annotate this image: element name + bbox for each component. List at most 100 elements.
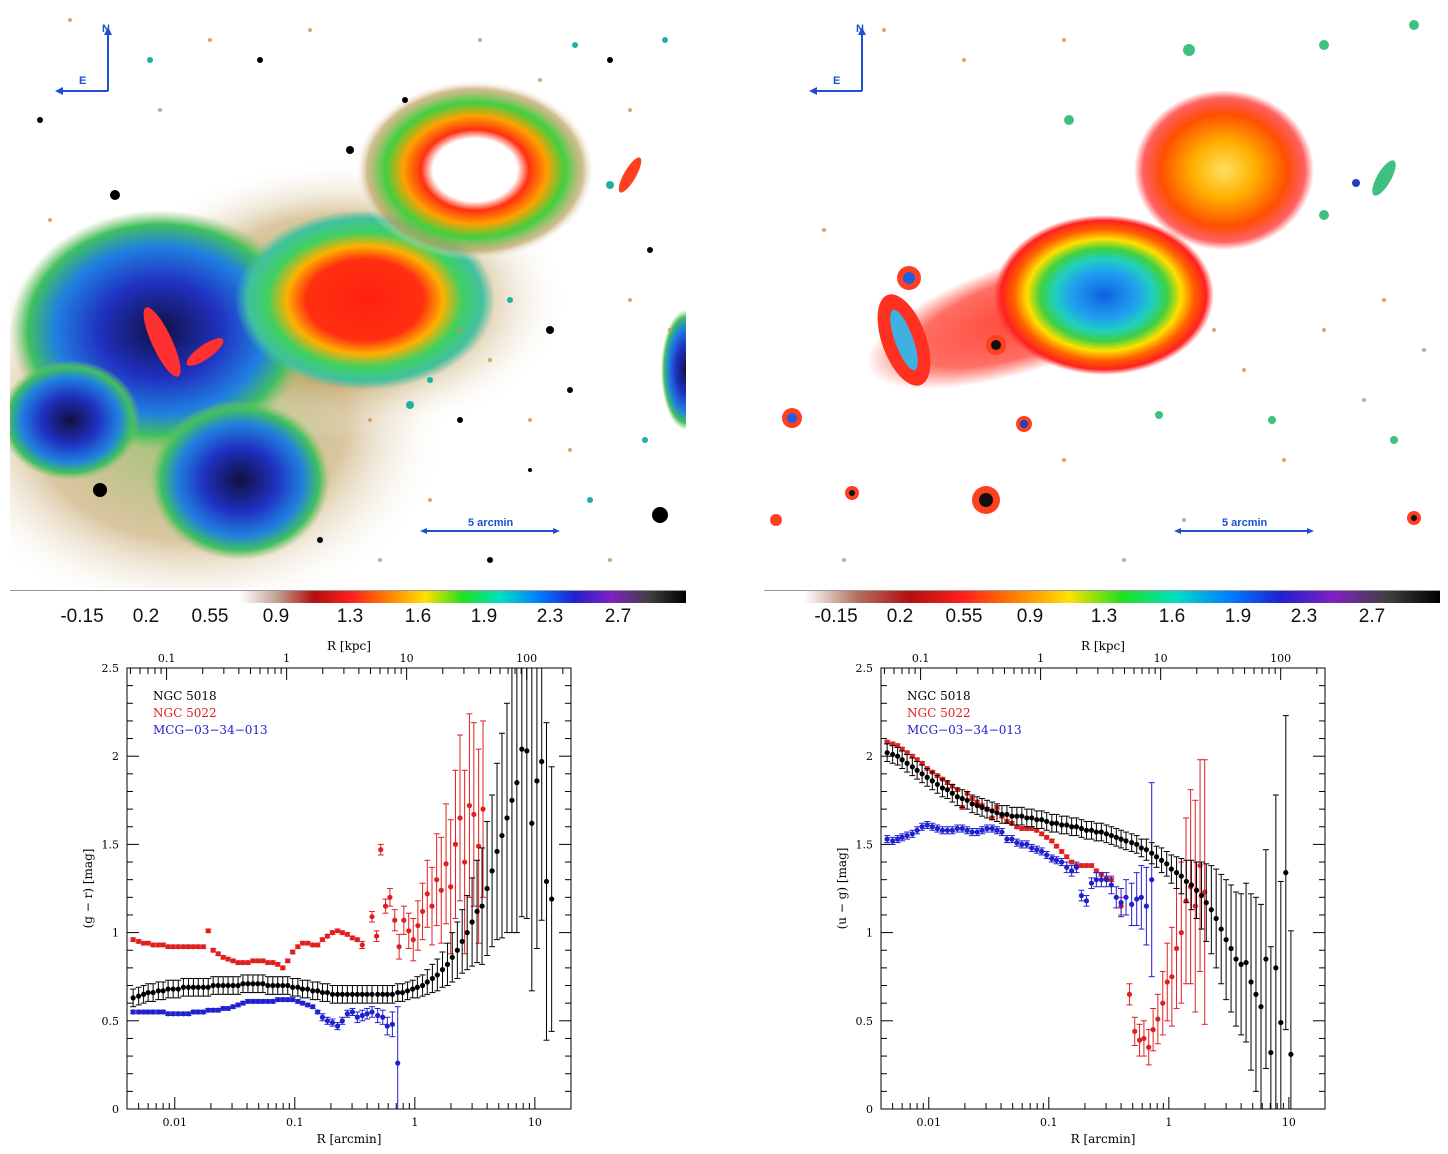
data-point: [1149, 877, 1155, 883]
y-tick-label: 2.5: [102, 662, 120, 675]
legend-entry: MCG−03−34−013: [153, 723, 268, 737]
data-point: [150, 942, 156, 948]
data-point: [180, 944, 186, 950]
data-point: [250, 981, 256, 987]
data-point: [1004, 836, 1010, 842]
data-point: [1088, 827, 1095, 833]
data-point: [130, 937, 136, 943]
data-point: [315, 942, 321, 948]
data-point: [1039, 848, 1045, 855]
data-point: [999, 811, 1005, 818]
data-point: [534, 778, 540, 784]
data-point: [265, 959, 271, 966]
data-point: [1134, 841, 1140, 847]
plot-frame: [880, 667, 1326, 1110]
data-point: [895, 836, 901, 842]
data-point: [1192, 903, 1198, 909]
data-point: [1283, 870, 1289, 876]
x-tick-label: 1: [411, 1116, 418, 1129]
data-point: [1160, 1000, 1166, 1006]
data-point: [1024, 815, 1030, 821]
y-tick-label: 1: [866, 927, 873, 940]
y-tick-label: 0.5: [856, 1015, 874, 1028]
data-point: [145, 940, 151, 946]
data-point: [275, 961, 281, 967]
data-point: [160, 988, 166, 994]
colorbar-tick-label: 0.55: [945, 606, 983, 627]
data-point: [220, 982, 226, 989]
data-point: [489, 868, 495, 874]
compass-north-label: N: [856, 23, 864, 35]
data-point: [165, 944, 171, 950]
data-point: [1083, 898, 1090, 904]
data-point: [457, 815, 463, 821]
top-x-tick-label: 100: [1270, 652, 1291, 665]
data-point: [344, 991, 350, 997]
data-point: [464, 930, 470, 936]
data-point: [1014, 813, 1020, 819]
data-point: [919, 824, 925, 830]
data-point: [1149, 850, 1155, 856]
data-point: [1208, 907, 1214, 913]
data-point: [175, 1011, 181, 1017]
data-point: [904, 832, 910, 839]
data-point: [1108, 882, 1114, 888]
data-point: [378, 847, 384, 853]
x-tick-label: 1: [1165, 1116, 1172, 1129]
data-point: [964, 827, 970, 833]
data-point: [1044, 818, 1050, 825]
data-point: [1049, 855, 1055, 862]
data-point: [1263, 956, 1269, 962]
data-point: [295, 944, 301, 950]
y-tick-label: 2: [112, 750, 119, 763]
data-point: [396, 944, 402, 950]
x-tick-label: 10: [528, 1116, 542, 1129]
data-point: [1044, 834, 1050, 840]
data-point: [235, 959, 241, 966]
data-point: [250, 958, 256, 964]
data-point: [165, 986, 171, 992]
data-point: [529, 820, 535, 826]
data-point: [324, 933, 331, 939]
data-point: [344, 1011, 350, 1017]
data-point: [454, 947, 460, 953]
data-point: [419, 982, 426, 989]
data-point: [240, 981, 246, 987]
colorbar-ticks-left: -0.15 0.2 0.55 0.9 1.3 1.6 1.9 2.3 2.7: [10, 606, 686, 630]
data-point: [1059, 859, 1065, 865]
data-point: [364, 1011, 370, 1017]
data-point: [1213, 915, 1219, 922]
data-point: [959, 795, 965, 802]
data-point: [295, 984, 301, 990]
data-point: [410, 937, 416, 943]
data-point: [380, 1014, 386, 1020]
data-point: [240, 959, 246, 966]
data-point: [944, 787, 951, 793]
data-point: [1019, 813, 1025, 819]
data-point: [205, 928, 211, 934]
data-point: [180, 984, 186, 990]
data-point: [944, 827, 951, 833]
data-point: [339, 1018, 345, 1024]
data-point: [1093, 829, 1099, 835]
data-point: [389, 1021, 395, 1027]
data-point: [1064, 854, 1070, 860]
data-point: [319, 989, 326, 996]
top-x-tick-label: 1: [283, 652, 290, 665]
data-point: [884, 750, 890, 756]
data-point: [890, 838, 896, 844]
color-map-image-left: N E 5 arcmin: [10, 0, 686, 588]
data-point: [1073, 824, 1080, 830]
data-point: [969, 801, 975, 807]
data-point: [280, 997, 286, 1003]
data-point: [499, 832, 505, 839]
legend-entry: NGC 5018: [907, 689, 971, 703]
data-point: [1178, 930, 1184, 936]
data-point: [339, 930, 345, 936]
data-point: [1155, 1016, 1161, 1022]
series-1: [130, 713, 487, 971]
data-point: [434, 877, 440, 883]
data-point: [220, 1005, 226, 1012]
y-tick-label: 1.5: [856, 838, 874, 851]
data-point: [387, 894, 393, 900]
